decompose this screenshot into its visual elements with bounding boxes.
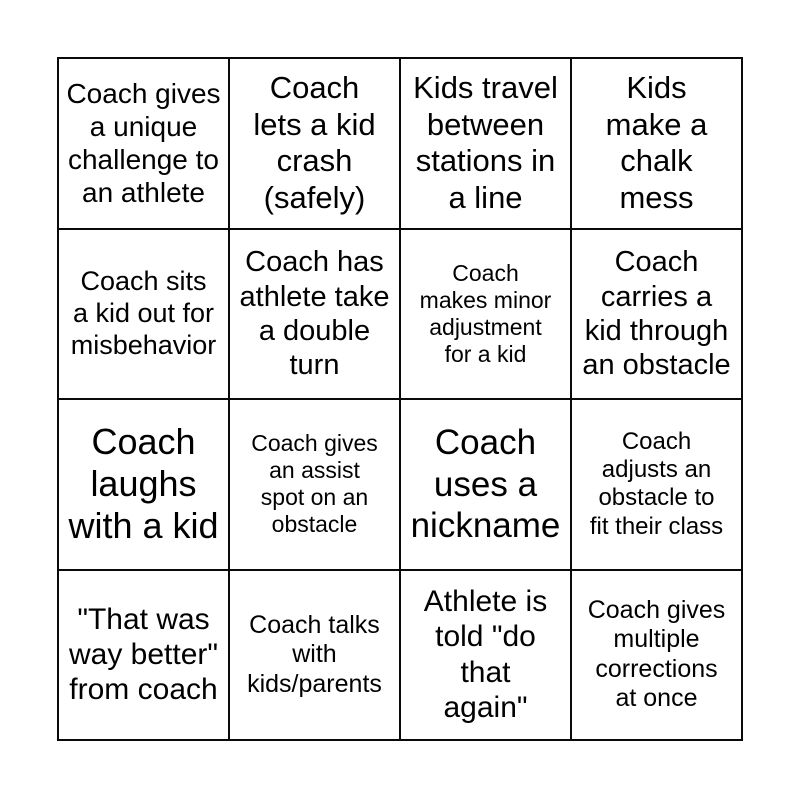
bingo-cell-r0c0[interactable]: Coach gives a unique challenge to an ath… [58, 58, 229, 229]
bingo-cell-text: Coach uses a nickname [410, 423, 561, 545]
bingo-cell-r1c3[interactable]: Coach carries a kid through an obstacle [571, 228, 742, 399]
bingo-cell-text: Coach gives a unique challenge to an ath… [66, 78, 221, 209]
bingo-cell-text: Coach talks with kids/parents [247, 610, 382, 698]
bingo-cell-text: Coach gives an assist spot on an obstacl… [251, 430, 378, 538]
bingo-cell-text: "That was way better" from coach [68, 602, 219, 707]
bingo-cell-r2c2[interactable]: Coach uses a nickname [400, 399, 571, 570]
bingo-cell-r2c0[interactable]: Coach laughs with a kid [58, 399, 229, 570]
bingo-cell-text: Coach makes minor adjustment for a kid [419, 259, 552, 367]
bingo-cell-r3c1[interactable]: Coach talks with kids/parents [229, 569, 400, 740]
bingo-cell-text: Coach gives multiple corrections at once [587, 595, 726, 713]
bingo-card: Coach gives a unique challenge to an ath… [57, 57, 743, 741]
bingo-cell-r1c0[interactable]: Coach sits a kid out for misbehavior [58, 228, 229, 399]
bingo-cell-r0c3[interactable]: Kids make a chalk mess [571, 58, 742, 229]
bingo-cell-text: Coach adjusts an obstacle to fit their c… [589, 427, 724, 540]
bingo-cell-r3c0[interactable]: "That was way better" from coach [58, 569, 229, 740]
bingo-cell-text: Coach carries a kid through an obstacle [582, 246, 731, 381]
bingo-cell-r1c1[interactable]: Coach has athlete take a double turn [229, 228, 400, 399]
bingo-cell-text: Athlete is told "do that again" [423, 584, 548, 725]
bingo-cell-text: Coach has athlete take a double turn [239, 246, 390, 381]
bingo-cell-r1c2[interactable]: Coach makes minor adjustment for a kid [400, 228, 571, 399]
bingo-cell-text: Kids make a chalk mess [605, 70, 708, 215]
bingo-cell-r2c3[interactable]: Coach adjusts an obstacle to fit their c… [571, 399, 742, 570]
bingo-cell-r3c2[interactable]: Athlete is told "do that again" [400, 569, 571, 740]
bingo-cell-text: Kids travel between stations in a line [413, 70, 558, 215]
bingo-cell-r0c2[interactable]: Kids travel between stations in a line [400, 58, 571, 229]
bingo-cell-r0c1[interactable]: Coach lets a kid crash (safely) [229, 58, 400, 229]
bingo-cell-text: Coach sits a kid out for misbehavior [70, 265, 217, 360]
bingo-cell-text: Coach lets a kid crash (safely) [253, 70, 376, 215]
bingo-cell-r2c1[interactable]: Coach gives an assist spot on an obstacl… [229, 399, 400, 570]
bingo-cell-text: Coach laughs with a kid [68, 420, 219, 547]
bingo-cell-r3c3[interactable]: Coach gives multiple corrections at once [571, 569, 742, 740]
